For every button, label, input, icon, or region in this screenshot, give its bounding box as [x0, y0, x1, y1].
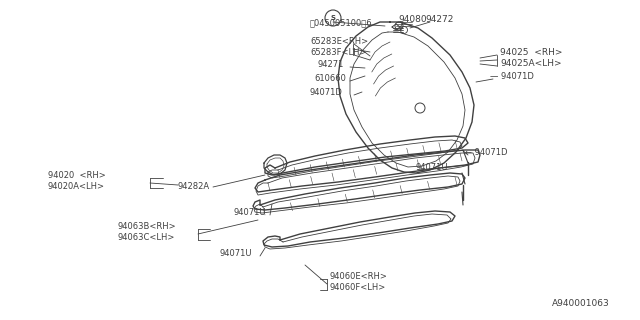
Text: 94071D: 94071D [310, 88, 343, 97]
Text: 94060E<RH>: 94060E<RH> [330, 272, 388, 281]
Text: — 94071D: — 94071D [490, 72, 534, 81]
Text: ← 94071D: ← 94071D [465, 148, 508, 157]
Text: 94282A: 94282A [178, 182, 210, 191]
Text: 94025  <RH>: 94025 <RH> [500, 48, 563, 57]
Text: 94272: 94272 [425, 15, 453, 24]
Text: S: S [330, 15, 335, 21]
Text: 94071U: 94071U [233, 208, 266, 217]
Text: 94063B<RH>: 94063B<RH> [117, 222, 175, 231]
Text: 610660: 610660 [314, 74, 346, 83]
Text: 94025A<LH>: 94025A<LH> [500, 59, 562, 68]
Text: 94020A<LH>: 94020A<LH> [48, 182, 105, 191]
Text: 94080: 94080 [398, 15, 427, 24]
Text: A940001063: A940001063 [552, 299, 610, 308]
Text: 94060F<LH>: 94060F<LH> [330, 283, 387, 292]
Text: 65283F<LH>: 65283F<LH> [310, 48, 367, 57]
Text: 94020  <RH>: 94020 <RH> [48, 171, 106, 180]
Text: Ⓜ045005100✨6: Ⓜ045005100✨6 [310, 18, 372, 27]
Text: 94271: 94271 [318, 60, 344, 69]
Text: 94071U: 94071U [415, 163, 447, 172]
Text: 94071U: 94071U [220, 249, 253, 258]
Text: 65283E<RH>: 65283E<RH> [310, 37, 368, 46]
Text: 94063C<LH>: 94063C<LH> [117, 233, 174, 242]
